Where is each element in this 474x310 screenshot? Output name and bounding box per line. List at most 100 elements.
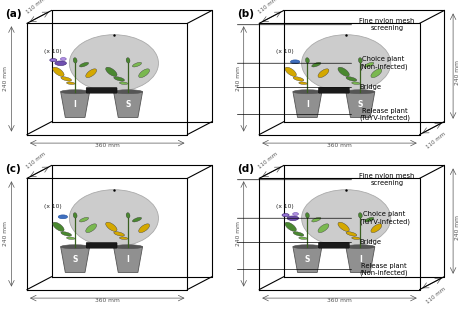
- Text: 360 mm: 360 mm: [95, 143, 119, 148]
- Text: S: S: [126, 100, 131, 109]
- Ellipse shape: [318, 224, 329, 232]
- Text: I: I: [73, 100, 77, 109]
- Ellipse shape: [305, 58, 310, 63]
- Ellipse shape: [346, 232, 357, 236]
- Circle shape: [301, 35, 391, 92]
- Ellipse shape: [352, 237, 360, 240]
- Circle shape: [69, 190, 158, 247]
- Ellipse shape: [293, 232, 304, 236]
- Text: 110 mm: 110 mm: [25, 0, 46, 15]
- Ellipse shape: [285, 67, 296, 76]
- Ellipse shape: [114, 77, 125, 81]
- Polygon shape: [61, 92, 90, 117]
- Text: (x 10): (x 10): [276, 204, 294, 209]
- Text: I: I: [306, 100, 309, 109]
- Polygon shape: [61, 247, 90, 272]
- Ellipse shape: [293, 90, 322, 94]
- Text: Bridge: Bridge: [359, 240, 381, 246]
- Ellipse shape: [371, 224, 382, 232]
- Text: Fine nylon mesh
screening: Fine nylon mesh screening: [359, 18, 414, 31]
- Ellipse shape: [292, 213, 299, 215]
- Ellipse shape: [53, 67, 64, 76]
- Text: I: I: [127, 255, 129, 264]
- Text: 240 mm: 240 mm: [236, 66, 241, 91]
- Ellipse shape: [312, 217, 321, 222]
- Text: 240 mm: 240 mm: [3, 221, 9, 246]
- Ellipse shape: [53, 222, 64, 231]
- Ellipse shape: [55, 61, 66, 65]
- Text: S: S: [73, 255, 78, 264]
- Ellipse shape: [73, 58, 77, 63]
- FancyBboxPatch shape: [86, 87, 117, 93]
- Ellipse shape: [358, 213, 362, 218]
- Ellipse shape: [138, 69, 150, 78]
- Polygon shape: [114, 247, 143, 272]
- Ellipse shape: [346, 90, 375, 94]
- Text: Choice plant
(TuYV-Infected): Choice plant (TuYV-Infected): [359, 211, 410, 225]
- Ellipse shape: [132, 62, 142, 67]
- Polygon shape: [114, 92, 143, 117]
- Text: Bridge: Bridge: [359, 85, 381, 91]
- Text: 240 mm: 240 mm: [456, 60, 460, 85]
- Ellipse shape: [282, 214, 289, 217]
- Ellipse shape: [86, 69, 97, 78]
- Text: 110 mm: 110 mm: [257, 0, 279, 15]
- Text: 110 mm: 110 mm: [257, 151, 279, 170]
- Text: Choice plant
(Non-infected): Choice plant (Non-infected): [359, 56, 408, 70]
- Ellipse shape: [287, 216, 299, 220]
- Ellipse shape: [132, 217, 142, 222]
- Ellipse shape: [338, 222, 349, 231]
- Text: 360 mm: 360 mm: [95, 298, 119, 303]
- Text: (b): (b): [237, 9, 254, 19]
- Ellipse shape: [61, 232, 72, 236]
- Ellipse shape: [61, 90, 90, 94]
- Ellipse shape: [352, 82, 360, 85]
- Text: S: S: [358, 100, 363, 109]
- Text: (c): (c): [5, 164, 20, 174]
- Text: Release plant
(TuYV-Infected): Release plant (TuYV-Infected): [359, 108, 410, 121]
- Ellipse shape: [293, 245, 322, 249]
- Text: 110 mm: 110 mm: [426, 131, 447, 149]
- Ellipse shape: [365, 217, 374, 222]
- Ellipse shape: [106, 67, 117, 76]
- Ellipse shape: [73, 213, 77, 218]
- Ellipse shape: [285, 222, 296, 231]
- Ellipse shape: [86, 224, 97, 232]
- Ellipse shape: [66, 237, 75, 240]
- FancyBboxPatch shape: [319, 87, 349, 93]
- Text: I: I: [359, 255, 362, 264]
- Ellipse shape: [371, 69, 382, 78]
- Ellipse shape: [114, 90, 143, 94]
- Text: (x 10): (x 10): [44, 49, 62, 54]
- Ellipse shape: [119, 82, 128, 85]
- FancyBboxPatch shape: [86, 242, 117, 248]
- Ellipse shape: [58, 215, 68, 219]
- Ellipse shape: [50, 59, 57, 62]
- Ellipse shape: [119, 237, 128, 240]
- Ellipse shape: [126, 58, 130, 63]
- Text: 240 mm: 240 mm: [456, 215, 460, 240]
- Ellipse shape: [114, 232, 125, 236]
- Polygon shape: [346, 247, 375, 272]
- Text: (d): (d): [237, 164, 254, 174]
- Ellipse shape: [80, 217, 89, 222]
- Ellipse shape: [138, 224, 150, 232]
- Circle shape: [301, 190, 391, 247]
- Ellipse shape: [346, 77, 357, 81]
- Ellipse shape: [318, 69, 329, 78]
- Ellipse shape: [299, 82, 307, 85]
- Polygon shape: [293, 92, 322, 117]
- Ellipse shape: [365, 62, 374, 67]
- Ellipse shape: [291, 60, 300, 64]
- Text: 360 mm: 360 mm: [327, 298, 352, 303]
- Ellipse shape: [358, 58, 362, 63]
- Text: Release plant
(Non-infected): Release plant (Non-infected): [359, 263, 408, 276]
- Text: (x 10): (x 10): [276, 49, 294, 54]
- Text: 110 mm: 110 mm: [426, 286, 447, 304]
- Ellipse shape: [61, 77, 72, 81]
- Text: (a): (a): [5, 9, 21, 19]
- Text: 110 mm: 110 mm: [25, 151, 46, 170]
- Ellipse shape: [338, 67, 349, 76]
- Ellipse shape: [80, 62, 89, 67]
- FancyBboxPatch shape: [319, 242, 349, 248]
